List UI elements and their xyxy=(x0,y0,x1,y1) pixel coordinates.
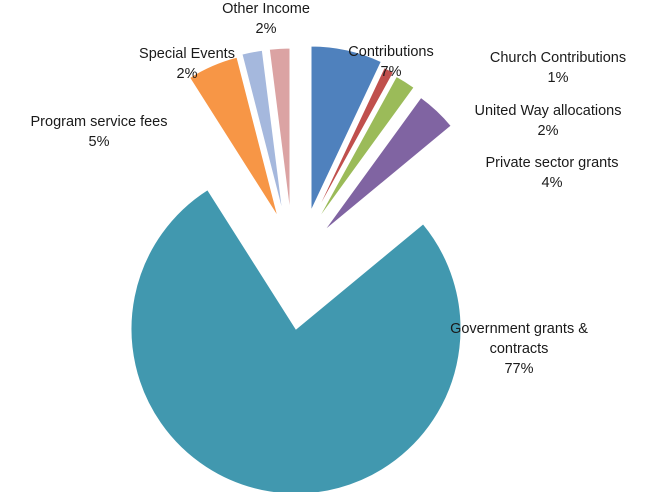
data-label-category: contracts xyxy=(490,341,549,357)
data-label-percent: 5% xyxy=(89,134,110,150)
data-label-category: Government grants & xyxy=(450,321,588,337)
data-label-category: Contributions xyxy=(348,44,433,60)
data-label-category: Other Income xyxy=(222,1,310,17)
data-label-percent: 77% xyxy=(504,361,533,377)
label-united-way-allocations: United Way allocations 2% xyxy=(475,103,622,139)
label-program-service-fees: Program service fees 5% xyxy=(31,114,168,150)
data-label-percent: 2% xyxy=(256,21,277,37)
data-label-percent: 4% xyxy=(542,175,563,191)
slice-united-way-allocations xyxy=(316,75,415,222)
slice-program-service-fees xyxy=(188,56,279,218)
label-contributions: Contributions 7% xyxy=(348,44,433,80)
label-private-sector-grants: Private sector grants 4% xyxy=(486,155,619,191)
label-church-contributions: Church Contributions 1% xyxy=(490,50,626,86)
pie-slices xyxy=(130,45,462,492)
slice-contributions xyxy=(310,45,382,212)
data-label-category: Special Events xyxy=(139,46,235,62)
label-special-events: Special Events 2% xyxy=(139,46,235,82)
slice-private-sector-grants xyxy=(323,96,452,232)
label-government-grants-and-contracts: Government grants & contracts 77% xyxy=(450,321,588,377)
data-label-percent: 2% xyxy=(177,66,198,82)
slice-church-contributions xyxy=(313,67,395,218)
label-other-income: Other Income 2% xyxy=(222,1,310,37)
data-label-percent: 1% xyxy=(548,70,569,86)
slice-government-grants-and-contracts xyxy=(130,188,462,492)
data-label-category: Private sector grants xyxy=(486,155,619,171)
pie-labels: Contributions 7% Church Contributions 1% Uni… xyxy=(31,1,627,377)
data-label-percent: 7% xyxy=(381,64,402,80)
slice-other-income xyxy=(268,47,291,214)
data-label-percent: 2% xyxy=(538,123,559,139)
data-label-category: Program service fees xyxy=(31,114,168,130)
data-label-category: Church Contributions xyxy=(490,50,626,66)
slice-special-events xyxy=(241,49,284,215)
data-label-category: United Way allocations xyxy=(475,103,622,119)
